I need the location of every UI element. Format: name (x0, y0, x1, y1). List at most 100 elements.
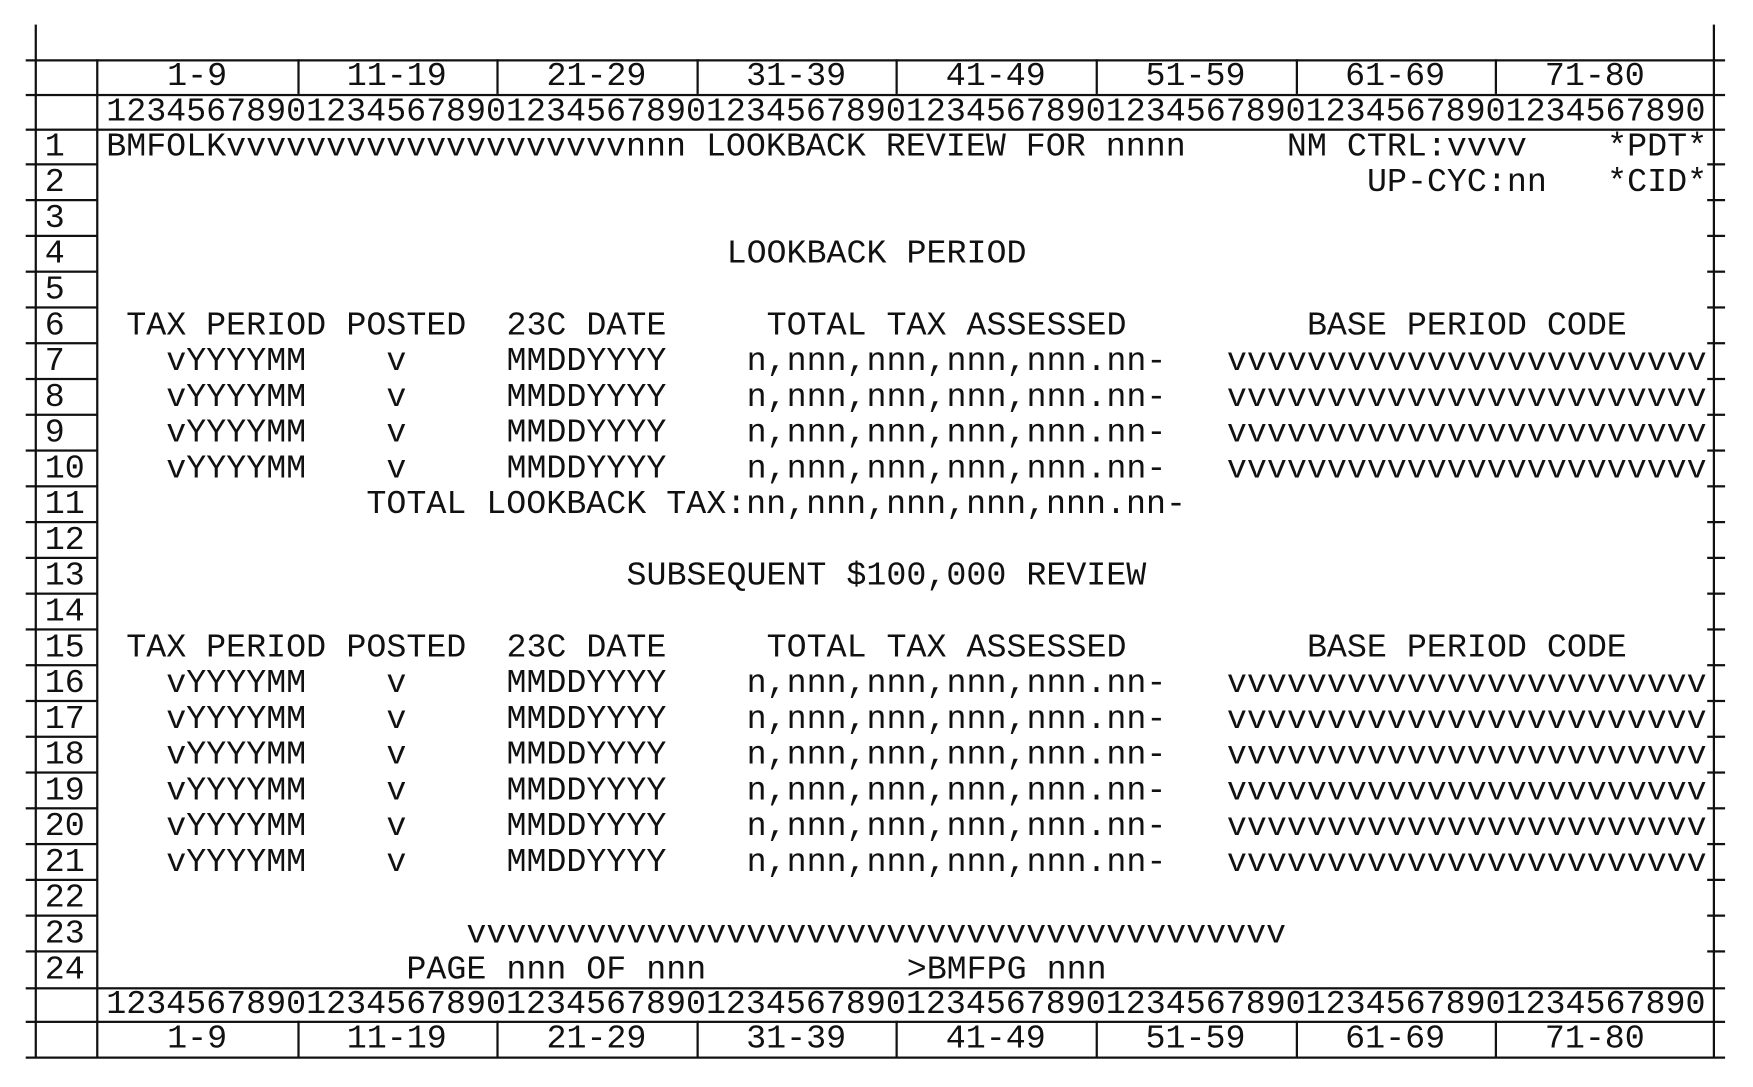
total-tax-assessed-cell: n,nnn,nnn,nnn,nnn.nn- (746, 413, 1167, 452)
base-period-code-cell: vvvvvvvvvvvvvvvvvvvvvvvv (1226, 664, 1707, 703)
row-separator (25, 950, 98, 953)
row-number: 15 (44, 628, 85, 667)
tax-period-cell: vYYYYMM (166, 377, 307, 416)
row-number: 6 (44, 306, 65, 345)
column-range-divider (895, 59, 898, 94)
nm-ctrl-field: NM CTRL:vvvv (1286, 127, 1527, 166)
total-tax-assessed-cell: n,nnn,nnn,nnn,nnn.nn- (746, 699, 1167, 738)
total-tax-assessed-cell: n,nnn,nnn,nnn,nnn.nn- (746, 771, 1167, 810)
row-number: 22 (44, 878, 85, 917)
base-period-code-cell: vvvvvvvvvvvvvvvvvvvvvvvv (1226, 735, 1707, 774)
section-heading: LOOKBACK PERIOD (726, 234, 1027, 273)
base-period-code-cell: vvvvvvvvvvvvvvvvvvvvvvvv (1226, 699, 1707, 738)
column-range-label: 61-69 (1345, 1019, 1446, 1058)
next-command: >BMFPG nnn (906, 950, 1107, 989)
base-period-code-cell: vvvvvvvvvvvvvvvvvvvvvvvv (1226, 342, 1707, 381)
horizontal-rule (25, 128, 1726, 131)
row-number: 16 (44, 664, 85, 703)
base-period-code-cell: vvvvvvvvvvvvvvvvvvvvvvvv (1226, 842, 1707, 881)
row-separator-right (1707, 234, 1726, 238)
pdt-indicator: *PDT* (1607, 127, 1708, 166)
row-separator-right (1707, 199, 1726, 202)
column-range-divider (696, 1020, 699, 1057)
row-number: 11 (44, 485, 85, 524)
column-range-label: 21-29 (546, 57, 647, 96)
row-separator-right (1707, 485, 1726, 488)
posted-cell: v (386, 377, 407, 416)
23c-date-header: 23C DATE (506, 628, 667, 667)
row-separator (25, 807, 98, 810)
tax-period-cell: vYYYYMM (166, 842, 307, 881)
row-separator-right (1707, 556, 1726, 559)
row-separator (25, 664, 98, 667)
row-separator-right (1707, 449, 1726, 452)
column-range-divider (297, 1020, 300, 1057)
base-period-code-cell: vvvvvvvvvvvvvvvvvvvvvvvv (1226, 413, 1707, 452)
total-tax-assessed-cell: n,nnn,nnn,nnn,nnn.nn- (746, 842, 1167, 881)
column-range-divider (1095, 59, 1098, 94)
column-range-divider (1494, 59, 1498, 94)
horizontal-rule (25, 93, 1726, 97)
base-period-code-cell: vvvvvvvvvvvvvvvvvvvvvvvv (1226, 377, 1707, 416)
row-separator (25, 520, 98, 524)
23c-date-cell: MMDDYYYY (506, 699, 667, 738)
column-range-label: 11-19 (346, 1019, 447, 1058)
column-range-label: 11-19 (346, 57, 447, 96)
tax-period-cell: vYYYYMM (166, 735, 307, 774)
posted-cell: v (386, 342, 407, 381)
tax-period-header: TAX PERIOD (126, 306, 327, 345)
total-tax-assessed-cell: n,nnn,nnn,nnn,nnn.nn- (746, 342, 1167, 381)
row-separator-right (1707, 270, 1726, 273)
total-tax-assessed-header: TOTAL TAX ASSESSED (766, 628, 1127, 667)
row-number: 20 (44, 807, 85, 846)
row-separator-right (1707, 735, 1726, 738)
posted-cell: v (386, 449, 407, 488)
row-separator-right (1707, 664, 1726, 667)
row-number: 14 (44, 592, 85, 631)
base-period-code-header: BASE PERIOD CODE (1306, 628, 1627, 667)
row-separator-right (1707, 842, 1726, 846)
column-range-divider (1494, 1020, 1498, 1057)
page-info: PAGE nnn OF nnn (406, 950, 707, 989)
23c-date-header: 23C DATE (506, 306, 667, 345)
row-number: 19 (44, 771, 85, 810)
column-range-divider (1095, 1020, 1098, 1057)
row-number: 3 (44, 199, 65, 238)
row-number: 24 (44, 950, 85, 989)
row-separator-right (1707, 342, 1726, 345)
row-separator-right (1707, 950, 1726, 953)
column-range-divider (895, 1020, 898, 1057)
row-number-divider (96, 59, 99, 1058)
column-ruler-top: 1234567890123456789012345678901234567890… (106, 92, 1706, 131)
column-range-label: 21-29 (546, 1019, 647, 1058)
column-range-label: 41-49 (945, 57, 1046, 96)
23c-date-cell: MMDDYYYY (506, 449, 667, 488)
row-separator-right (1707, 699, 1726, 703)
row-number: 4 (44, 234, 65, 273)
row-separator (25, 914, 98, 917)
total-tax-assessed-cell: n,nnn,nnn,nnn,nnn.nn- (746, 735, 1167, 774)
row-number: 18 (44, 735, 85, 774)
tax-period-cell: vYYYYMM (166, 699, 307, 738)
column-range-label: 71-80 (1544, 1019, 1645, 1058)
row-separator-right (1707, 914, 1726, 917)
column-range-label: 1-9 (167, 1019, 228, 1058)
column-range-label: 51-59 (1145, 1019, 1246, 1058)
section-heading: SUBSEQUENT $100,000 REVIEW (626, 556, 1147, 595)
row-separator-right (1707, 377, 1726, 381)
row-separator-right (1707, 413, 1726, 416)
message-line: vvvvvvvvvvvvvvvvvvvvvvvvvvvvvvvvvvvvvvvv… (466, 914, 1287, 953)
column-range-label: 61-69 (1345, 57, 1446, 96)
tax-period-cell: vYYYYMM (166, 449, 307, 488)
row-number: 12 (44, 520, 85, 559)
column-ruler-bottom: 1234567890123456789012345678901234567890… (106, 984, 1706, 1023)
left-border (34, 24, 37, 1058)
row-separator (25, 485, 98, 488)
row-number: 1 (44, 127, 65, 166)
horizontal-rule (25, 1056, 1726, 1059)
row-number: 17 (44, 699, 85, 738)
row-separator (25, 342, 98, 345)
column-range-divider (297, 59, 300, 94)
row-separator-right (1707, 807, 1726, 810)
